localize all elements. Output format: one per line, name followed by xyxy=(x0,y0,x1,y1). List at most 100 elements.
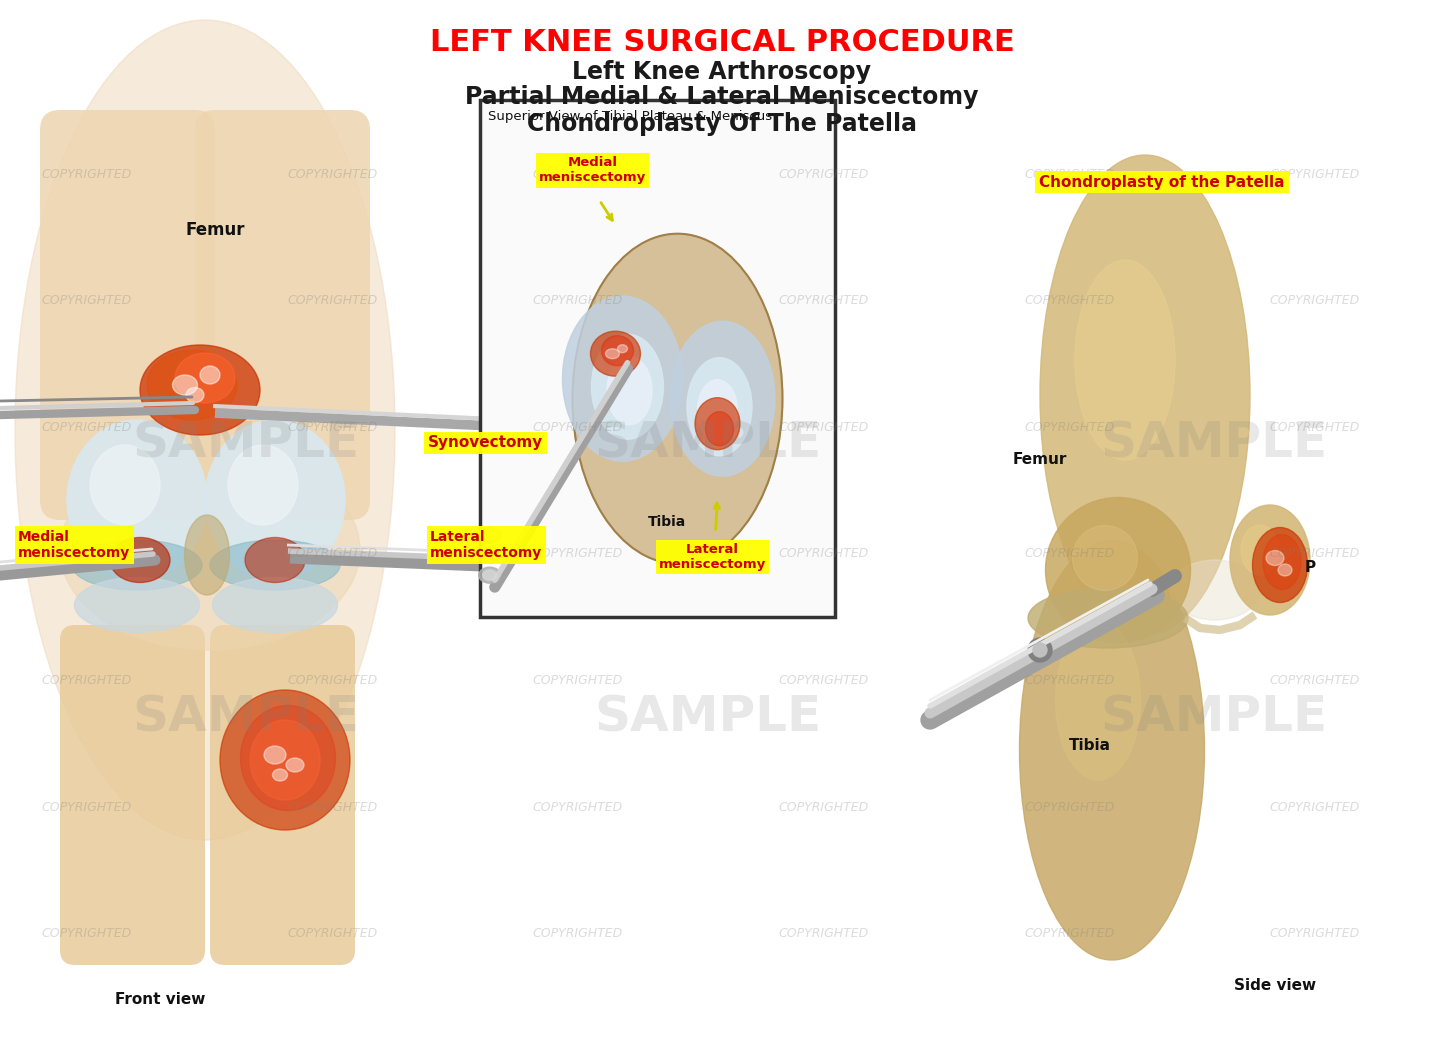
FancyBboxPatch shape xyxy=(195,110,370,520)
Ellipse shape xyxy=(1277,564,1292,576)
Text: COPYRIGHTED: COPYRIGHTED xyxy=(1025,294,1114,307)
Ellipse shape xyxy=(250,720,319,800)
Ellipse shape xyxy=(1241,525,1279,575)
Text: COPYRIGHTED: COPYRIGHTED xyxy=(42,927,131,940)
Text: Medial
meniscectomy: Medial meniscectomy xyxy=(17,530,130,560)
Circle shape xyxy=(1027,638,1052,661)
Ellipse shape xyxy=(185,515,230,595)
Text: COPYRIGHTED: COPYRIGHTED xyxy=(1270,548,1360,560)
Ellipse shape xyxy=(478,568,501,583)
Text: COPYRIGHTED: COPYRIGHTED xyxy=(533,421,623,434)
Text: COPYRIGHTED: COPYRIGHTED xyxy=(1025,927,1114,940)
Ellipse shape xyxy=(1072,525,1137,591)
Ellipse shape xyxy=(1040,155,1250,635)
Text: Lateral
meniscectomy: Lateral meniscectomy xyxy=(659,543,766,571)
Ellipse shape xyxy=(212,577,338,633)
Text: COPYRIGHTED: COPYRIGHTED xyxy=(288,927,377,940)
FancyBboxPatch shape xyxy=(40,110,215,520)
Ellipse shape xyxy=(246,537,305,582)
Ellipse shape xyxy=(478,528,501,543)
FancyBboxPatch shape xyxy=(480,100,835,617)
Text: COPYRIGHTED: COPYRIGHTED xyxy=(533,927,623,940)
Text: Tibia: Tibia xyxy=(649,515,686,530)
Text: SAMPLE: SAMPLE xyxy=(1100,693,1328,742)
Circle shape xyxy=(1033,642,1048,657)
Text: Tibia: Tibia xyxy=(1069,737,1111,752)
Ellipse shape xyxy=(199,366,220,384)
Ellipse shape xyxy=(1170,560,1260,620)
Ellipse shape xyxy=(205,420,345,580)
Ellipse shape xyxy=(695,398,740,449)
Text: COPYRIGHTED: COPYRIGHTED xyxy=(1270,927,1360,940)
Text: Partial Medial & Lateral Meniscectomy: Partial Medial & Lateral Meniscectomy xyxy=(465,85,978,109)
Ellipse shape xyxy=(1075,260,1175,460)
Text: COPYRIGHTED: COPYRIGHTED xyxy=(533,294,623,307)
Text: COPYRIGHTED: COPYRIGHTED xyxy=(533,801,623,813)
Ellipse shape xyxy=(220,690,350,830)
Text: Medial
meniscectomy: Medial meniscectomy xyxy=(539,156,646,185)
Ellipse shape xyxy=(75,577,199,633)
Ellipse shape xyxy=(705,411,734,445)
Ellipse shape xyxy=(147,350,237,420)
Text: COPYRIGHTED: COPYRIGHTED xyxy=(42,674,131,687)
Ellipse shape xyxy=(514,383,595,478)
Text: COPYRIGHTED: COPYRIGHTED xyxy=(42,168,131,180)
Text: Femur: Femur xyxy=(1013,453,1068,467)
Text: SAMPLE: SAMPLE xyxy=(594,693,822,742)
Ellipse shape xyxy=(517,422,572,467)
Ellipse shape xyxy=(1027,588,1188,648)
Ellipse shape xyxy=(172,375,198,395)
Text: COPYRIGHTED: COPYRIGHTED xyxy=(288,294,377,307)
Text: COPYRIGHTED: COPYRIGHTED xyxy=(779,421,868,434)
Ellipse shape xyxy=(186,387,204,403)
Text: COPYRIGHTED: COPYRIGHTED xyxy=(42,548,131,560)
Ellipse shape xyxy=(1230,505,1311,615)
Text: Chondroplasty Of The Patella: Chondroplasty Of The Patella xyxy=(527,112,918,136)
Text: COPYRIGHTED: COPYRIGHTED xyxy=(533,548,623,560)
Ellipse shape xyxy=(1253,528,1308,602)
Ellipse shape xyxy=(240,706,335,810)
Text: Superior View of Tibial Plateau & Meniscus: Superior View of Tibial Plateau & Menisc… xyxy=(488,110,772,122)
Text: COPYRIGHTED: COPYRIGHTED xyxy=(42,421,131,434)
Text: Left Knee Arthroscopy: Left Knee Arthroscopy xyxy=(572,60,871,84)
Ellipse shape xyxy=(698,380,737,442)
FancyBboxPatch shape xyxy=(61,625,205,965)
Text: COPYRIGHTED: COPYRIGHTED xyxy=(288,421,377,434)
Ellipse shape xyxy=(61,450,360,650)
Ellipse shape xyxy=(228,445,298,525)
Ellipse shape xyxy=(110,537,171,582)
FancyBboxPatch shape xyxy=(210,625,355,965)
Ellipse shape xyxy=(72,540,202,590)
Text: COPYRIGHTED: COPYRIGHTED xyxy=(1270,801,1360,813)
Text: COPYRIGHTED: COPYRIGHTED xyxy=(1270,421,1360,434)
Text: COPYRIGHTED: COPYRIGHTED xyxy=(288,168,377,180)
Ellipse shape xyxy=(601,335,633,366)
Ellipse shape xyxy=(478,548,501,563)
Ellipse shape xyxy=(210,540,340,590)
Ellipse shape xyxy=(1266,551,1285,565)
Ellipse shape xyxy=(572,234,783,563)
Text: COPYRIGHTED: COPYRIGHTED xyxy=(288,548,377,560)
Text: COPYRIGHTED: COPYRIGHTED xyxy=(779,927,868,940)
Text: COPYRIGHTED: COPYRIGHTED xyxy=(1025,168,1114,180)
Ellipse shape xyxy=(1020,540,1205,960)
Text: COPYRIGHTED: COPYRIGHTED xyxy=(1270,294,1360,307)
Ellipse shape xyxy=(607,357,652,425)
Ellipse shape xyxy=(140,345,260,435)
Ellipse shape xyxy=(591,331,640,377)
Text: COPYRIGHTED: COPYRIGHTED xyxy=(42,294,131,307)
Ellipse shape xyxy=(686,358,751,456)
Text: COPYRIGHTED: COPYRIGHTED xyxy=(779,548,868,560)
Ellipse shape xyxy=(605,349,620,359)
Ellipse shape xyxy=(1263,535,1300,590)
Text: Synovectomy: Synovectomy xyxy=(428,436,543,450)
Text: COPYRIGHTED: COPYRIGHTED xyxy=(1025,801,1114,813)
Text: SAMPLE: SAMPLE xyxy=(594,419,822,467)
Ellipse shape xyxy=(273,769,288,781)
Text: COPYRIGHTED: COPYRIGHTED xyxy=(42,801,131,813)
Text: COPYRIGHTED: COPYRIGHTED xyxy=(533,674,623,687)
Ellipse shape xyxy=(670,321,775,476)
Ellipse shape xyxy=(175,353,236,403)
Ellipse shape xyxy=(90,445,160,525)
Ellipse shape xyxy=(286,757,303,772)
